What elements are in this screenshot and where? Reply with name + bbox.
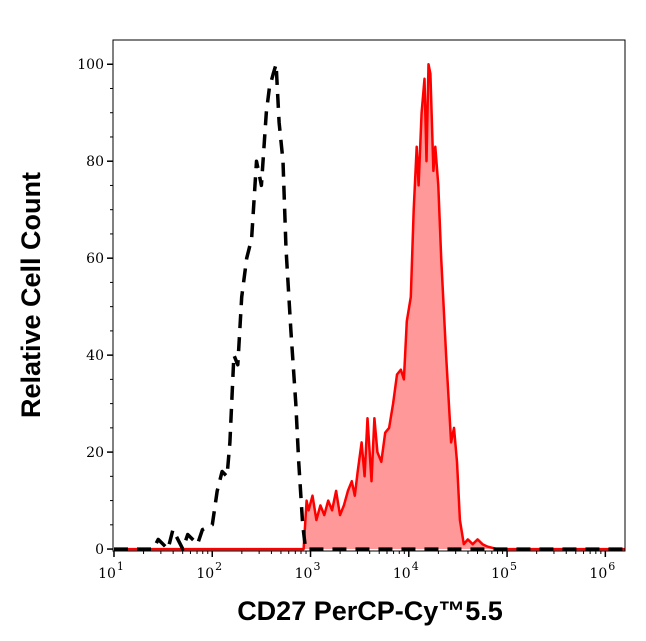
series-layer bbox=[113, 62, 625, 551]
x-tick-label: 106 bbox=[589, 560, 615, 582]
y-tick-label: 100 bbox=[77, 57, 104, 73]
x-axis-label: CD27 PerCP-Cy™5.5 bbox=[237, 596, 503, 626]
y-tick-label: 60 bbox=[86, 251, 104, 267]
series-line-cd27-percp-cy5-5 bbox=[114, 62, 625, 551]
ticks-layer: 0 20 40 60 80 100 101 102 103 104 105 106 bbox=[77, 57, 615, 582]
y-tick-label: 0 bbox=[95, 542, 104, 558]
y-tick-label: 40 bbox=[86, 348, 104, 364]
series-fill-cd27-percp-cy5-5 bbox=[113, 64, 625, 550]
x-tick-label: 102 bbox=[196, 560, 222, 582]
plot-frame bbox=[112, 39, 626, 552]
x-tick-label: 105 bbox=[491, 560, 517, 582]
y-axis-label: Relative Cell Count bbox=[16, 172, 46, 418]
x-tick-label: 101 bbox=[98, 560, 124, 582]
y-tick-label: 80 bbox=[86, 154, 104, 170]
x-tick-label: 104 bbox=[393, 560, 419, 582]
x-tick-label: 103 bbox=[295, 560, 321, 582]
y-tick-label: 20 bbox=[86, 445, 104, 461]
series-line-isotype-control bbox=[114, 62, 625, 551]
